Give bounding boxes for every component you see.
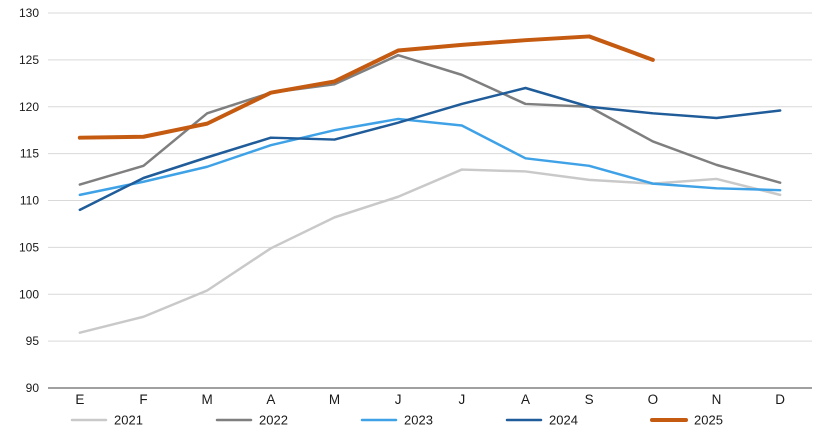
y-axis-tick-label: 90 xyxy=(26,381,40,395)
legend-label: 2024 xyxy=(549,413,578,428)
legend-label: 2022 xyxy=(259,413,288,428)
x-axis-label: A xyxy=(521,392,530,407)
series-line-2023 xyxy=(78,117,782,197)
x-axis-label: N xyxy=(712,392,722,407)
legend-item-2021: 2021 xyxy=(70,413,143,428)
x-axis-label: M xyxy=(202,392,213,407)
x-axis-label: S xyxy=(585,392,594,407)
x-axis-label: E xyxy=(75,392,84,407)
legend-item-2022: 2022 xyxy=(215,413,288,428)
y-axis-tick-label: 125 xyxy=(19,53,39,67)
series-line-2024 xyxy=(78,86,782,212)
y-axis-tick-label: 110 xyxy=(20,194,39,208)
x-axis-label: A xyxy=(266,392,275,407)
y-axis-tick-label: 95 xyxy=(26,334,40,348)
legend-label: 2023 xyxy=(404,413,433,428)
x-axis-label: M xyxy=(329,392,340,407)
series-line-2021 xyxy=(78,168,782,334)
y-axis-tick-label: 100 xyxy=(19,287,39,301)
y-axis-tick-label: 130 xyxy=(19,6,39,20)
legend-label: 2021 xyxy=(114,413,143,428)
series-line-2022 xyxy=(78,53,782,186)
x-axis-label: D xyxy=(775,392,785,407)
series-line-2025 xyxy=(77,34,655,140)
legend-item-2024: 2024 xyxy=(505,413,578,428)
x-axis-label: J xyxy=(395,392,402,407)
y-axis-tick-label: 120 xyxy=(19,100,39,114)
legend-item-2023: 2023 xyxy=(360,413,433,428)
y-axis-tick-label: 115 xyxy=(20,147,39,161)
legend-item-2025: 2025 xyxy=(650,413,723,428)
x-axis-label: F xyxy=(139,392,147,407)
y-axis-tick-label: 105 xyxy=(19,240,39,254)
x-axis-label: J xyxy=(458,392,465,407)
legend-label: 2025 xyxy=(694,413,723,428)
x-axis-label: O xyxy=(648,392,659,407)
